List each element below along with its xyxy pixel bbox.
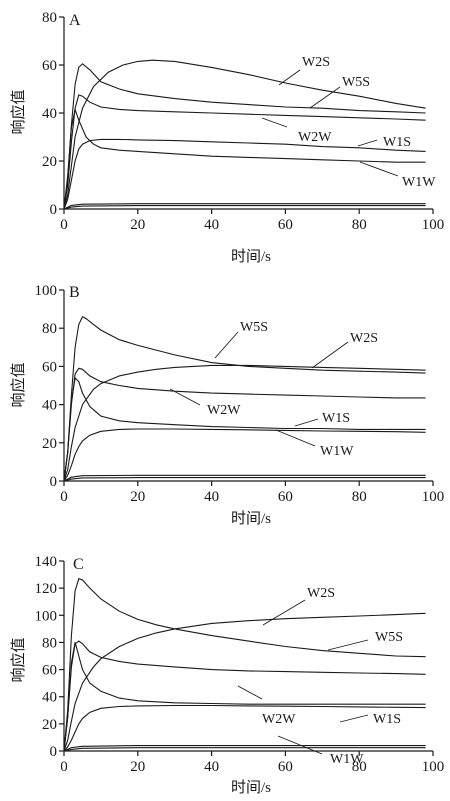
x-tick-label: 20: [130, 217, 145, 233]
y-tick-label: 0: [50, 744, 58, 760]
y-tick-label: 40: [42, 690, 57, 706]
series-line-w1s: [63, 138, 426, 210]
leader-line-w1s: [294, 418, 319, 427]
annotation-w1w: W1W: [320, 444, 354, 459]
x-tick-label: 20: [130, 759, 145, 775]
y-tick-label: 80: [42, 321, 57, 337]
series-line-w2w: [63, 367, 426, 482]
x-tick-label: 80: [352, 759, 367, 775]
leader-line-w1s: [339, 714, 369, 723]
y-tick-label: 60: [42, 58, 57, 74]
leader-line-w5s: [214, 331, 239, 359]
x-tick-label: 0: [60, 217, 68, 233]
x-tick-label: 100: [422, 759, 445, 775]
series-line-w2s: [63, 59, 426, 210]
annotation-w1w: W1W: [402, 175, 436, 190]
x-tick-label: 40: [204, 759, 219, 775]
series-line-w2s: [63, 612, 426, 752]
panel-label: A: [69, 12, 81, 29]
y-tick-label: 80: [42, 635, 57, 651]
panel-label: C: [73, 556, 84, 573]
leader-line-w2w: [261, 117, 288, 128]
x-tick-label: 100: [422, 217, 445, 233]
y-tick-label: 20: [42, 154, 57, 170]
annotation-w1s: W1S: [383, 135, 411, 150]
annotation-w1s: W1S: [373, 712, 401, 727]
y-tick-label: 60: [42, 663, 57, 679]
x-axis-label: 时间/s: [231, 510, 271, 527]
x-tick-label: 0: [60, 489, 68, 505]
series-line-w1w: [63, 376, 426, 482]
x-axis-label: 时间/s: [231, 779, 271, 796]
y-tick-label: 60: [42, 359, 57, 375]
leader-line-w1s: [357, 139, 378, 147]
series-line-w1w: [63, 704, 426, 752]
annotation-w1s: W1S: [322, 411, 350, 426]
y-tick-label: 0: [50, 474, 58, 490]
leader-line-w5s: [309, 86, 341, 109]
series-line-w5s: [63, 315, 426, 482]
y-tick-label: 100: [35, 283, 58, 299]
leader-line-w2s: [262, 599, 306, 626]
annotation-w2w: W2W: [207, 403, 241, 418]
x-tick-label: 60: [278, 489, 293, 505]
panel-c: C 响应值 时间/s W2S W5S W2W W1S W1W 0 20 40 60 80…: [9, 554, 444, 796]
leader-line-w2s: [311, 341, 349, 369]
x-tick-label: 0: [60, 759, 68, 775]
y-axis-label: 响应值: [9, 89, 27, 134]
x-tick-label: 20: [130, 489, 145, 505]
panel-a: A 响应值 时间/s W2S W5S W2W W1S W1W 0 20 40 60 80…: [9, 10, 444, 265]
series-line-w2s: [63, 364, 426, 482]
baseline-trace: [63, 474, 426, 482]
x-tick-label: 60: [278, 217, 293, 233]
series-line-w1s: [63, 428, 426, 482]
annotation-w1w: W1W: [330, 752, 364, 767]
x-tick-label: 40: [204, 217, 219, 233]
y-tick-label: 20: [42, 436, 57, 452]
y-tick-label: 120: [35, 581, 58, 597]
series-line-w5s: [63, 63, 426, 210]
annotation-w2w: W2W: [262, 712, 296, 727]
baseline-trace: [63, 747, 426, 752]
y-tick-label: 0: [50, 202, 58, 218]
x-tick-label: 80: [352, 489, 367, 505]
series-line-w1s: [63, 642, 426, 752]
y-axis-label: 响应值: [9, 637, 27, 682]
y-tick-label: 100: [35, 608, 58, 624]
panel-label: B: [69, 284, 80, 301]
annotation-w2w: W2W: [298, 130, 332, 145]
leader-line-w5s: [327, 639, 369, 651]
x-tick-label: 80: [352, 217, 367, 233]
leader-line-w2w: [237, 685, 263, 700]
x-tick-label: 40: [204, 489, 219, 505]
annotation-w5s: W5S: [240, 320, 268, 335]
annotation-w2s: W2S: [307, 586, 335, 601]
baseline-trace: [63, 477, 426, 482]
series-line-w2w: [63, 640, 426, 752]
leader-line-w1w: [359, 161, 399, 177]
annotation-w5s: W5S: [375, 630, 403, 645]
series-line-w5s: [63, 577, 426, 752]
y-tick-label: 140: [35, 554, 58, 570]
annotation-w2s: W2S: [350, 331, 378, 346]
baseline-trace: [63, 745, 426, 752]
y-tick-label: 80: [42, 10, 57, 26]
panel-b: B 响应值 时间/s W5S W2S W2W W1S W1W 0 20 40 60 80…: [9, 283, 444, 527]
x-tick-label: 100: [422, 489, 445, 505]
baseline-trace: [63, 205, 426, 210]
annotation-w2s: W2S: [302, 55, 330, 70]
x-axis-label: 时间/s: [231, 248, 271, 265]
y-axis-label: 响应值: [9, 362, 27, 407]
leader-line-w1w: [275, 429, 316, 447]
annotation-w5s: W5S: [342, 75, 370, 90]
y-tick-label: 20: [42, 717, 57, 733]
baseline-trace: [63, 203, 426, 210]
y-tick-label: 40: [42, 398, 57, 414]
x-tick-label: 60: [278, 759, 293, 775]
y-tick-label: 40: [42, 106, 57, 122]
series-line-w2w: [63, 94, 426, 210]
series-line-w1w: [63, 107, 426, 210]
